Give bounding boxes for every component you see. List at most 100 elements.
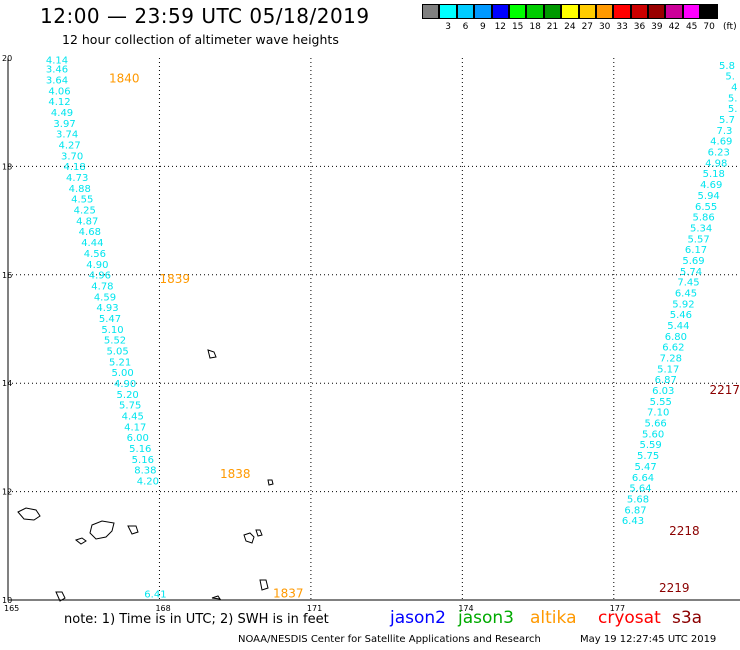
island-outline [17, 507, 41, 521]
legend-label: 30 [598, 22, 611, 32]
wave-height-value: 4.18 [64, 162, 86, 173]
wave-height-value: 5.57 [687, 234, 709, 245]
wave-height-value: 5.92 [672, 299, 694, 310]
island-outline [255, 529, 263, 537]
page-subtitle: 12 hour collection of altimeter wave hei… [62, 32, 339, 47]
legend-swatches [422, 4, 718, 19]
wave-height-value: 4.56 [84, 249, 106, 260]
wave-height-value: 4.17 [124, 422, 146, 433]
wave-height-value: 6.00 [127, 433, 149, 444]
legend-swatch [491, 4, 509, 19]
wave-height-value: 4.73 [66, 173, 88, 184]
wave-height-value: 5.7 [719, 115, 735, 126]
legend-label: 27 [581, 22, 594, 32]
wave-height-value: 4.06 [48, 86, 70, 97]
color-legend: 3 6 9 12 15 18 21 24 27 30 33 36 39 42 45 70 (ft) [422, 4, 737, 32]
island-outline [207, 349, 217, 359]
wave-height-value: 5.55 [650, 397, 672, 408]
wave-height-value: 4.20 [137, 477, 159, 488]
wave-height-value: 6.23 [708, 148, 730, 159]
wave-height-value: 6.62 [662, 343, 684, 354]
wave-height-value: 4.98 [705, 158, 727, 169]
wave-height-value: 4.69 [710, 137, 732, 148]
wave-height-value: 4.88 [69, 184, 91, 195]
legend-swatch [595, 4, 614, 19]
wave-height-value: 4.96 [89, 271, 111, 282]
wave-height-value: 5.21 [109, 357, 131, 368]
satellite-legend-jason2: jason2 [390, 608, 446, 628]
legend-swatch [526, 4, 544, 19]
lat-tick-label: 16 [2, 271, 12, 280]
island-outline [243, 532, 255, 544]
pass-time-label: 1839 [159, 272, 190, 286]
wave-height-value: 6.80 [665, 332, 687, 343]
legend-label: 36 [633, 22, 646, 32]
wave-height-value: 5.59 [639, 440, 661, 451]
legend-label: 70 [703, 22, 715, 32]
wave-height-value: 6.41 [144, 589, 166, 600]
legend-swatch [682, 4, 701, 19]
wave-height-value: 5.18 [703, 169, 725, 180]
wave-height-value: 6.45 [675, 288, 697, 299]
lat-tick-label: 14 [2, 379, 12, 388]
legend-swatch [561, 4, 579, 19]
wave-height-value: 4.55 [71, 195, 93, 206]
wave-height-value: 4.93 [96, 303, 118, 314]
lon-tick-label: 171 [307, 604, 322, 613]
wave-height-value: 4.14 [46, 55, 68, 66]
legend-swatch [422, 4, 440, 19]
wave-height-value: 4.27 [58, 141, 80, 152]
wave-height-value: 5.00 [111, 368, 133, 379]
wave-height-value: 5.34 [690, 223, 712, 234]
wave-height-value: 4.45 [122, 412, 144, 423]
wave-height-value: 5.60 [642, 429, 664, 440]
legend-label: 9 [480, 22, 486, 32]
wave-height-value: 4.69 [700, 180, 722, 191]
wave-height-value: 6.64 [632, 473, 654, 484]
wave-height-value: 5.75 [637, 451, 659, 462]
wave-height-value: 5.10 [101, 325, 123, 336]
wave-height-value: 5.69 [682, 256, 704, 267]
wave-height-value: 5.46 [670, 310, 692, 321]
wave-height-value: 4.12 [48, 97, 70, 108]
wave-height-value: 4.78 [91, 281, 113, 292]
footer-credit: NOAA/NESDIS Center for Satellite Applica… [238, 634, 541, 645]
lon-tick-label: 174 [458, 604, 473, 613]
legend-swatch [630, 4, 649, 19]
wave-height-value: 3.97 [53, 119, 75, 130]
page-title: 12:00 — 23:59 UTC 05/18/2019 [40, 4, 370, 28]
pass-time-label: 2218 [669, 524, 700, 538]
wave-height-value: 6.17 [685, 245, 707, 256]
lon-tick-label: 165 [4, 604, 19, 613]
bottom-note: note: 1) Time is in UTC; 2) SWH is in fe… [64, 612, 329, 627]
island-outline [259, 579, 269, 591]
legend-swatch [613, 4, 631, 19]
wave-height-value: 5.52 [104, 336, 126, 347]
wave-height-value: 3.46 [46, 65, 68, 76]
wave-height-value: 5.74 [680, 267, 702, 278]
wave-height-value: 7.3 [717, 126, 733, 137]
legend-label: 12 [494, 22, 507, 32]
wave-height-value: 7.45 [677, 278, 699, 289]
legend-label: 18 [529, 22, 541, 32]
legend-unit: (ft) [723, 22, 737, 32]
pass-time-label: 1838 [220, 467, 251, 481]
lat-tick-label: 10 [2, 596, 12, 605]
wave-height-value: 8.38 [134, 466, 156, 477]
wave-height-value: 6.43 [622, 516, 644, 527]
legend-label: 3 [445, 22, 451, 32]
island-outline [267, 479, 274, 486]
wave-height-value: 5.44 [667, 321, 689, 332]
wave-height-value: 5. [728, 104, 738, 115]
legend-labels: 3 6 9 12 15 18 21 24 27 30 33 36 39 42 45 70 (ft) [422, 19, 736, 32]
lon-tick-label: 168 [155, 604, 170, 613]
wave-height-value: 5.8 [719, 61, 735, 72]
wave-height-value: 4.87 [76, 216, 98, 227]
wave-height-value: 4.25 [74, 206, 96, 217]
pass-time-label: 1837 [273, 586, 304, 600]
wave-height-value: 5.05 [106, 346, 128, 357]
pass-time-label: 2217 [709, 383, 740, 397]
legend-swatch [543, 4, 562, 19]
wave-height-value: 4.90 [86, 260, 108, 271]
